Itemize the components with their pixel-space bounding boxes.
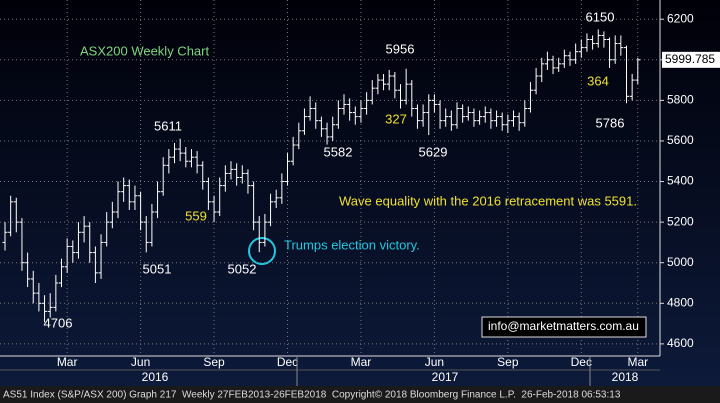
annotation: 559: [185, 208, 207, 223]
year-label: 2016: [142, 370, 169, 384]
annotation: 6150: [586, 9, 615, 24]
y-tick-label: 5200: [667, 214, 694, 228]
y-tick-label: 5000: [667, 255, 694, 269]
last-price-box: [662, 51, 720, 68]
last-price-label: 5999.785: [665, 52, 715, 66]
x-tick-label: Dec: [277, 355, 298, 369]
info-box: [481, 316, 647, 338]
y-tick-label: 4800: [667, 295, 694, 309]
annotation: Trumps election victory.: [284, 237, 420, 252]
footer: AS51 Index (S&P/ASX 200) Graph 217 Weekl…: [3, 390, 621, 401]
highlight-circle: [248, 237, 276, 265]
annotation: 5051: [143, 261, 172, 276]
x-tick-label: Mar: [351, 355, 372, 369]
y-tick-label: 5800: [667, 93, 694, 107]
x-tick-label: Sep: [497, 355, 519, 369]
x-tick-label: Jun: [131, 355, 150, 369]
x-tick-label: Mar: [57, 355, 78, 369]
chart-title: ASX200 Weekly Chart: [80, 43, 209, 58]
annotation: 4706: [44, 315, 73, 330]
annotation: 364: [587, 73, 609, 88]
annotation: 5582: [324, 144, 353, 159]
x-tick-label: Dec: [571, 355, 592, 369]
x-tick-label: Jun: [425, 355, 444, 369]
y-tick-label: 5400: [667, 174, 694, 188]
year-label: 2018: [612, 370, 639, 384]
y-tick-label: 6200: [667, 11, 694, 25]
x-tick-label: Mar: [627, 355, 648, 369]
annotation: info@marketmatters.com.au: [488, 319, 639, 333]
annotation: 5956: [386, 41, 415, 56]
annotation: 5052: [228, 261, 257, 276]
annotation: 5786: [596, 115, 625, 130]
annotation: 327: [385, 111, 407, 126]
y-tick-label: 5600: [667, 133, 694, 147]
annotation: Wave equality with the 2016 retracement …: [339, 193, 637, 208]
annotation: 5611: [154, 118, 182, 133]
year-label: 2017: [432, 370, 459, 384]
y-tick-label: 4600: [667, 336, 694, 350]
annotation: 5629: [419, 144, 448, 159]
x-tick-label: Sep: [203, 355, 225, 369]
footer-bar: [0, 386, 720, 403]
